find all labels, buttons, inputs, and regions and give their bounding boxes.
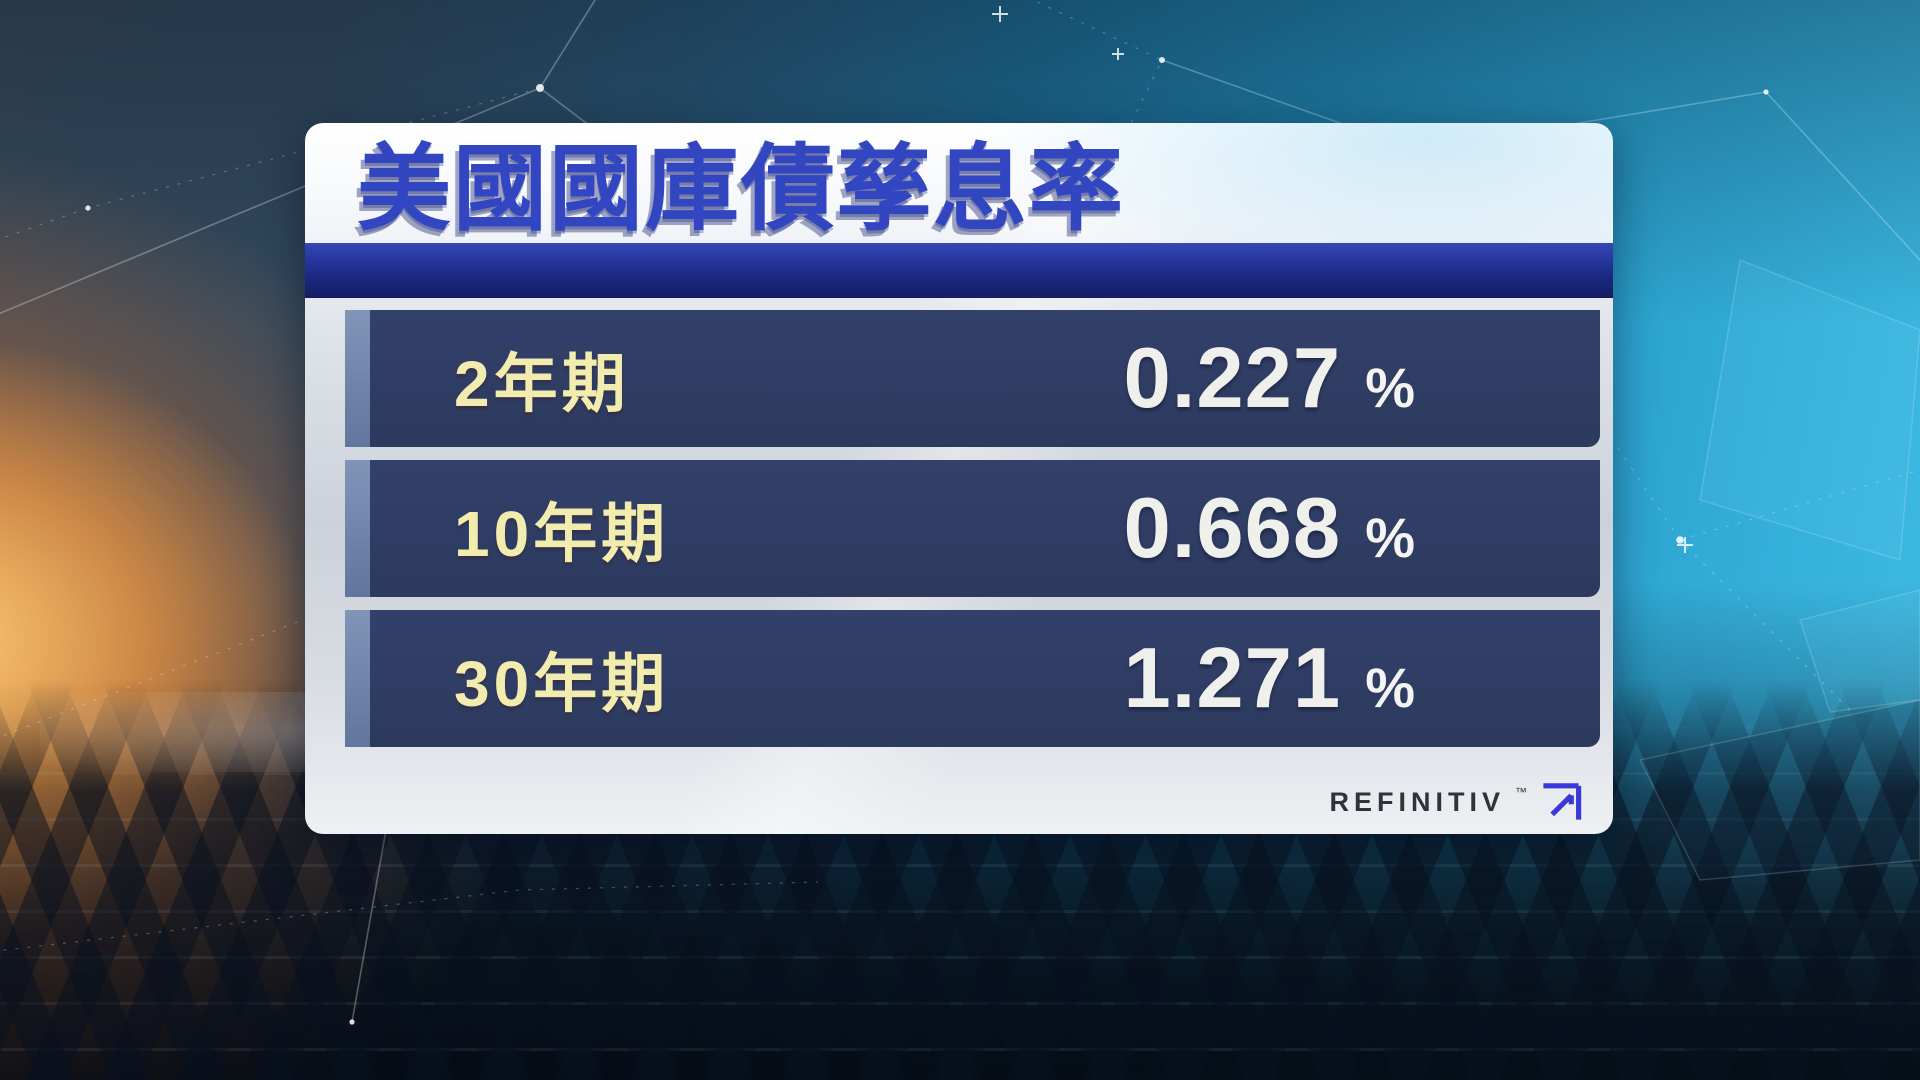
title-separator-bar (305, 243, 1613, 298)
refinitiv-logo-text: REFINITIV (1329, 786, 1505, 817)
row-value: 0.668 % (1123, 480, 1415, 578)
table-row: 30年期 1.271 % (345, 610, 1600, 747)
refinitiv-logo: REFINITIV ™ (1329, 776, 1583, 828)
row-accent-stripe (345, 310, 370, 447)
row-value-number: 0.227 (1123, 330, 1342, 426)
table-row: 10年期 0.668 % (345, 460, 1600, 597)
row-accent-stripe (345, 610, 370, 747)
percent-sign: % (1365, 355, 1415, 419)
trademark-symbol: ™ (1515, 785, 1527, 799)
row-label: 30年期 (454, 647, 670, 720)
row-value-number: 0.668 (1123, 480, 1342, 576)
refinitiv-arrow-icon (1543, 783, 1582, 820)
row-value: 0.227 % (1123, 330, 1415, 428)
table-row: 2年期 0.227 % (345, 310, 1600, 447)
row-value: 1.271 % (1123, 630, 1415, 728)
percent-sign: % (1365, 655, 1415, 719)
data-card: 美國國庫債孳息率 2年期 0.227 % 10年期 0.668 % (305, 123, 1613, 834)
row-label: 10年期 (454, 497, 670, 570)
row-value-number: 1.271 (1123, 630, 1342, 726)
card-title: 美國國庫債孳息率 (357, 136, 1126, 241)
percent-sign: % (1365, 505, 1415, 569)
yield-table: 2年期 0.227 % 10年期 0.668 % 30年期 1.271 (345, 310, 1600, 760)
row-label: 2年期 (454, 347, 630, 420)
row-accent-stripe (345, 460, 370, 597)
